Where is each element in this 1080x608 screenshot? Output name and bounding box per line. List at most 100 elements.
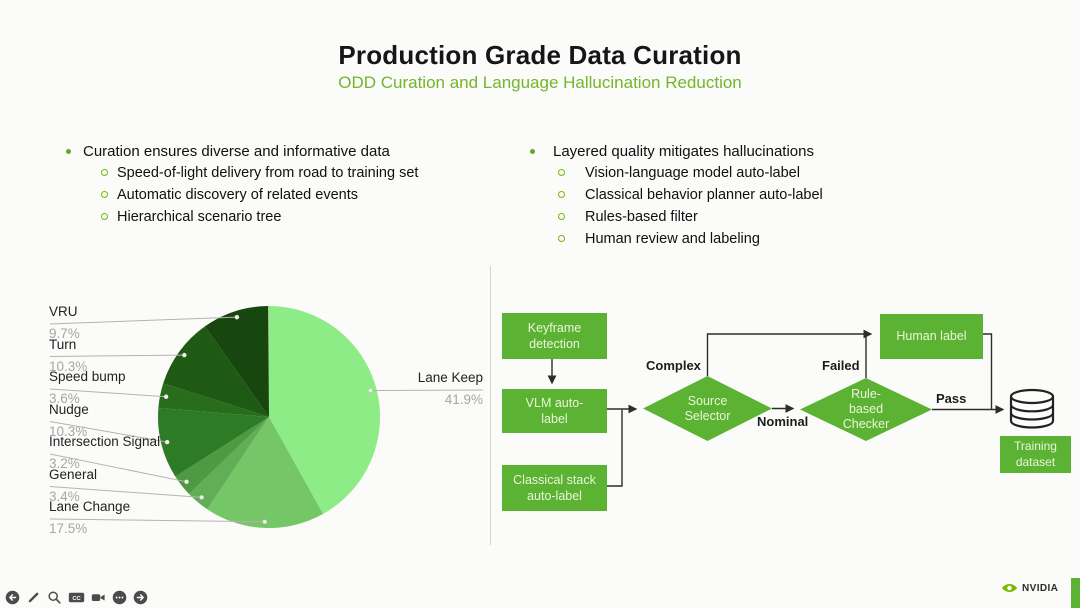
bullet-heading-text: Curation ensures diverse and informative… (83, 143, 390, 160)
pie-chart (158, 306, 381, 528)
bullet-item-text: Vision-language model auto-label (585, 165, 800, 181)
bullet-item: Human review and labeling (558, 231, 970, 248)
circle-bullet-icon (558, 191, 565, 198)
pie-slice-label: Intersection Signal 3.2% (49, 434, 160, 471)
flow-box-keyframe-detection: Keyframe detection (502, 313, 607, 359)
flow-box-human-label: Human label (880, 314, 983, 359)
pie-label-name: Nudge (49, 401, 89, 417)
pie-label-percent: 10.3% (49, 423, 88, 439)
pie-label-name: Lane Keep (417, 370, 483, 385)
pie-slice-vru (204, 306, 269, 417)
closed-captions-icon: CC (68, 592, 85, 603)
flow-box-training-dataset: Training dataset (1000, 436, 1071, 473)
pie-label-name: Lane Change (49, 499, 131, 514)
bullet-heading-text: Layered quality mitigates hallucinations (553, 143, 814, 160)
slide-title: Production Grade Data Curation (338, 40, 742, 70)
nvidia-eye-icon (1001, 584, 1018, 592)
pie-label-percent: 9.7% (49, 326, 80, 341)
flow-diamond-label: Rule-based Checker (842, 387, 890, 431)
flow-box-vlm-auto-label: VLM auto-label (502, 389, 607, 433)
circle-bullet-icon (558, 235, 565, 242)
bullet-sublist: Speed-of-light delivery from road to tra… (66, 165, 496, 226)
pie-slice-intersection-signal (175, 417, 269, 494)
pie-slice-label: Nudge 10.3% (49, 402, 89, 439)
edge-label-complex: Complex (646, 358, 701, 373)
edge-label-pass: Pass (936, 391, 967, 406)
forward-arrow-icon (133, 590, 148, 605)
bullet-item-text: Classical behavior planner auto-label (585, 187, 823, 203)
pie-label-name: General (49, 466, 98, 482)
bullet-section-quality: Layered quality mitigates hallucinations… (530, 143, 970, 248)
pie-label-percent: 3.2% (49, 456, 80, 471)
pie-label-percent: 3.4% (49, 488, 80, 504)
flow-diamond-rule-based-checker: Rule-based Checker (800, 378, 932, 441)
svg-text:CC: CC (72, 596, 81, 602)
pie-slice-label: General 3.4% (49, 467, 97, 504)
camera-button[interactable] (91, 590, 106, 605)
pie-slice-label: Turn 10.3% (49, 337, 87, 374)
flow-box-label: Training dataset (1014, 438, 1057, 469)
circle-bullet-icon (101, 213, 108, 220)
bullet-item-text: Rules-based filter (585, 209, 698, 225)
pie-slice-nudge (158, 407, 269, 477)
pie-slice-label: VRU 9.7% (49, 304, 80, 341)
bullet-item: Vision-language model auto-label (558, 165, 970, 182)
circle-bullet-icon (101, 169, 108, 176)
pie-label-name: Turn (49, 336, 77, 352)
bullet-item: Rules-based filter (558, 209, 970, 226)
bullet-item: Speed-of-light delivery from road to tra… (101, 165, 496, 182)
flow-box-label: VLM auto-label (525, 395, 584, 426)
pie-label-name: VRU (49, 304, 78, 319)
camera-icon (91, 594, 105, 601)
bullet-heading: Curation ensures diverse and informative… (66, 143, 496, 160)
flow-box-label: Keyframe detection (527, 320, 582, 351)
pie-slice-lane-change (207, 417, 324, 528)
edge-label-failed: Failed (822, 358, 860, 373)
circle-bullet-icon (101, 191, 108, 198)
circle-bullet-icon (558, 213, 565, 220)
search-button[interactable] (47, 590, 62, 605)
closed-captions-button[interactable]: CC (68, 590, 85, 605)
bullet-item-text: Hierarchical scenario tree (117, 209, 282, 225)
bullet-sublist: Vision-language model auto-label Classica… (530, 165, 970, 248)
nvidia-logo-text: NVIDIA (1022, 582, 1059, 594)
more-button[interactable] (112, 590, 127, 605)
dot-bullet-icon (66, 149, 71, 154)
ellipsis-icon (112, 590, 127, 605)
pie-label-name: Intersection Signal (49, 434, 161, 449)
pie-label-percent: 3.6% (49, 391, 80, 406)
bullet-item: Classical behavior planner auto-label (558, 187, 970, 204)
flow-box-classical-stack: Classical stack auto-label (502, 465, 607, 511)
magnifier-icon (48, 591, 61, 604)
draw-button[interactable] (26, 590, 41, 605)
pie-slice-lane-keep (269, 306, 381, 514)
pie-slice-turn (163, 326, 269, 417)
pie-label-name: Speed bump (49, 369, 126, 384)
bullet-heading: Layered quality mitigates hallucinations (530, 143, 970, 160)
pen-icon (28, 592, 39, 603)
bullet-item-text: Automatic discovery of related events (117, 187, 358, 203)
bullet-item-text: Human review and labeling (585, 231, 760, 247)
pie-leader-lines (49, 314, 484, 525)
green-edge-bar (1071, 578, 1080, 608)
player-toolbar: CC (5, 590, 148, 605)
slide-subtitle: ODD Curation and Language Hallucination … (338, 73, 742, 92)
nvidia-logo: NVIDIA (1001, 582, 1058, 594)
pie-label-percent: 41.9% (444, 392, 483, 407)
pie-label-percent: 17.5% (49, 521, 88, 536)
dot-bullet-icon (530, 149, 535, 154)
back-button[interactable] (5, 590, 20, 605)
edge-label-nominal: Nominal (757, 414, 809, 429)
bullet-item-text: Speed-of-light delivery from road to tra… (117, 165, 419, 181)
pie-slice-label: Lane Keep 41.9% (353, 370, 483, 407)
database-cylinder-icon (1009, 388, 1055, 429)
bullet-section-curation: Curation ensures diverse and informative… (66, 143, 496, 226)
bullet-item: Automatic discovery of related events (101, 187, 496, 204)
bullet-item: Hierarchical scenario tree (101, 209, 496, 226)
forward-button[interactable] (133, 590, 148, 605)
pie-slice-speed-bump (158, 383, 269, 417)
flow-diamond-source-selector: Source Selector (643, 376, 772, 441)
back-arrow-icon (5, 590, 20, 605)
pie-slice-general (189, 417, 269, 510)
flow-diamond-label: Source Selector (684, 393, 731, 423)
